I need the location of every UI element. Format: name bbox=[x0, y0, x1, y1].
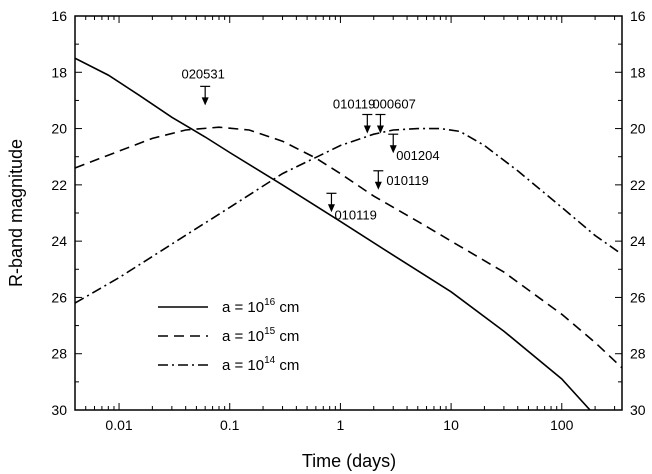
y-tick-label: 26 bbox=[51, 289, 67, 305]
y-tick-label-right: 30 bbox=[630, 402, 646, 418]
axis-ticks bbox=[74, 15, 622, 411]
y-tick-label-right: 28 bbox=[630, 346, 646, 362]
upper-limit-arrow bbox=[201, 97, 209, 106]
x-tick-label: 1 bbox=[337, 417, 345, 433]
x-tick-label: 0.1 bbox=[220, 417, 240, 433]
legend-label: a = 1015 cm bbox=[222, 326, 299, 345]
axis-tick-labels: 0.01 0.1 1 10 100 16 16 18 18 20 20 22 22 24 24 26 26 28 2… bbox=[51, 8, 645, 433]
upper-limit-label: 001204 bbox=[396, 148, 439, 163]
x-tick-label: 0.01 bbox=[105, 417, 132, 433]
upper-limit-arrow bbox=[376, 125, 384, 134]
upper-limit-label: 010119 bbox=[386, 173, 428, 188]
y-tick-label-right: 24 bbox=[630, 233, 646, 249]
upper-limit-arrow bbox=[363, 125, 371, 134]
upper-limit-label: 020531 bbox=[181, 66, 224, 81]
y-tick-label-right: 18 bbox=[630, 64, 646, 80]
y-tick-label: 16 bbox=[51, 8, 67, 24]
y-tick-label-right: 20 bbox=[630, 121, 646, 137]
series-group bbox=[75, 57, 622, 410]
upper-limit-label: 000607 bbox=[372, 97, 415, 112]
y-tick-label: 18 bbox=[51, 64, 67, 80]
upper-limit-arrow bbox=[374, 181, 382, 190]
x-tick-label: 100 bbox=[550, 417, 574, 433]
legend-label: a = 1016 cm bbox=[222, 297, 299, 316]
series-line-solid bbox=[75, 57, 591, 410]
upper-limit-label: 010119 bbox=[333, 97, 375, 112]
series-line-dashed bbox=[75, 126, 622, 369]
y-tick-label-right: 16 bbox=[630, 8, 646, 24]
y-tick-label: 28 bbox=[51, 346, 67, 362]
legend-label: a = 1014 cm bbox=[222, 355, 299, 374]
y-tick-label: 22 bbox=[51, 177, 67, 193]
y-tick-label: 20 bbox=[51, 121, 67, 137]
y-tick-label: 30 bbox=[51, 402, 67, 418]
y-tick-label-right: 22 bbox=[630, 177, 646, 193]
upper-limit-arrow bbox=[389, 145, 397, 154]
legend: a = 1016 cm a = 1015 cm a = 1014 cm bbox=[158, 297, 299, 374]
series-line-dashdot bbox=[75, 127, 620, 304]
upper-limit-label: 010119 bbox=[334, 207, 376, 222]
x-tick-label: 10 bbox=[443, 417, 459, 433]
x-axis-title: Time (days) bbox=[302, 451, 396, 471]
y-tick-label: 24 bbox=[51, 233, 67, 249]
y-axis-title: R-band magnitude bbox=[6, 139, 26, 287]
y-tick-label-right: 26 bbox=[630, 289, 646, 305]
upper-limit-arrow bbox=[327, 204, 335, 213]
